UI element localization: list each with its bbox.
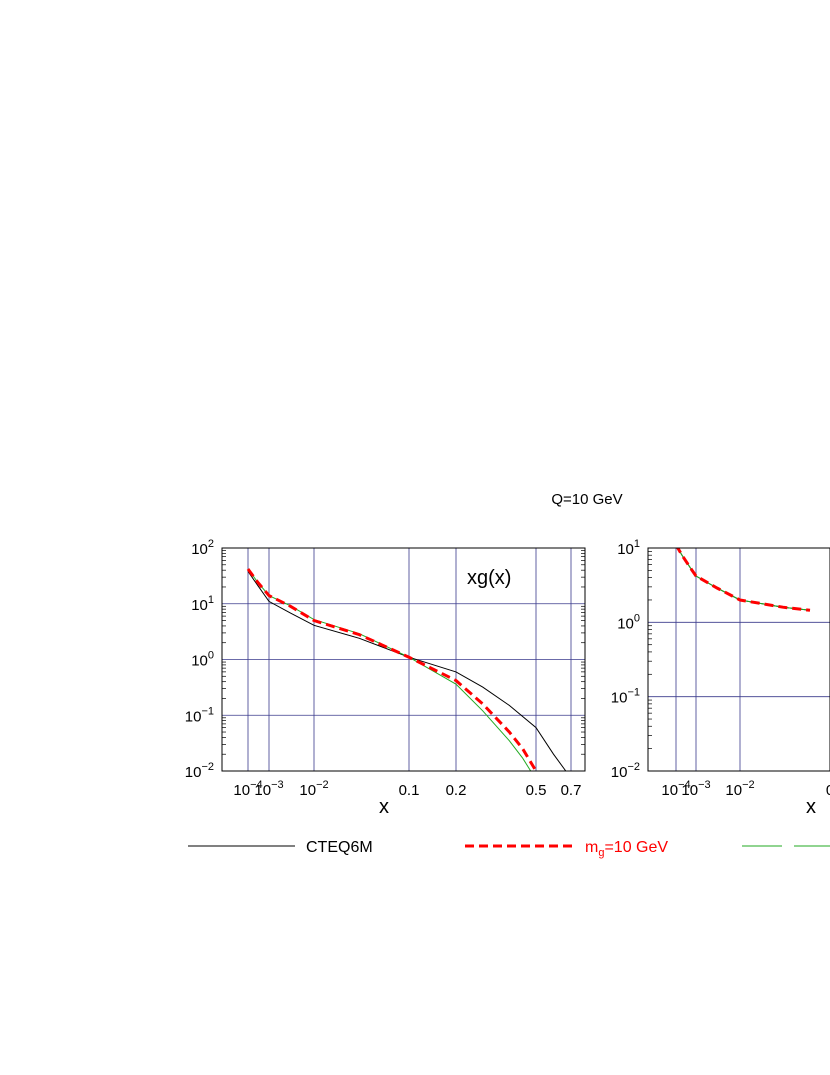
x-axis-label: x <box>806 796 816 818</box>
x-tick-label: 10−4 <box>661 779 690 799</box>
x-tick-label: 10−2 <box>299 779 328 799</box>
y-tick-label: 100 <box>191 650 214 670</box>
legend-label-mg10-sub: g <box>598 847 604 859</box>
y-tick-label: 102 <box>191 538 214 558</box>
series-line-mg10 <box>246 568 538 771</box>
legend-label-mg10: mg=10 GeV <box>585 839 668 859</box>
panel-annotation: xg(x) <box>467 567 511 589</box>
panel-left-chart: 10−2 10−1 100 101 102 10−410−3 10−2 0.1 0.2 0.5 0.… <box>185 538 586 818</box>
figure-title: Q=10 GeV <box>551 491 622 508</box>
plot-frame <box>221 547 586 772</box>
x-tick-label: 10−3 <box>254 779 283 799</box>
legend-label-mg10-rest: =10 GeV <box>604 839 668 856</box>
y-tick-label: 101 <box>191 594 214 614</box>
panel-right-chart: 10−2 10−1 100 101 10−410−3 10−2 0x <box>611 538 830 818</box>
series-line-third <box>247 568 532 771</box>
plot-frame <box>647 547 830 772</box>
series-line-mg10 <box>676 548 811 612</box>
y-tick-label: 101 <box>617 538 640 558</box>
y-tick-label: 10−1 <box>611 687 640 707</box>
y-tick-label: 10−2 <box>185 761 214 781</box>
x-tick-label: 10−4 <box>233 779 262 799</box>
x-tick-label: 0.7 <box>561 782 582 799</box>
x-tick-label: 0.2 <box>446 782 467 799</box>
x-tick-label: 10−2 <box>725 779 754 799</box>
x-axis-label: x <box>379 796 389 818</box>
legend-label-mg10-main: m <box>585 839 598 856</box>
y-tick-label: 10−2 <box>611 761 640 781</box>
y-tick-label: 100 <box>617 612 640 632</box>
legend: CTEQ6M mg=10 GeV <box>188 839 830 859</box>
x-tick-label: 0 <box>826 782 830 799</box>
x-tick-label: 0.5 <box>526 782 547 799</box>
x-tick-label: 10−3 <box>681 779 710 799</box>
y-tick-label: 10−1 <box>185 705 214 725</box>
legend-label-cteq6m: CTEQ6M <box>306 839 373 856</box>
x-tick-label: 0.1 <box>399 782 420 799</box>
